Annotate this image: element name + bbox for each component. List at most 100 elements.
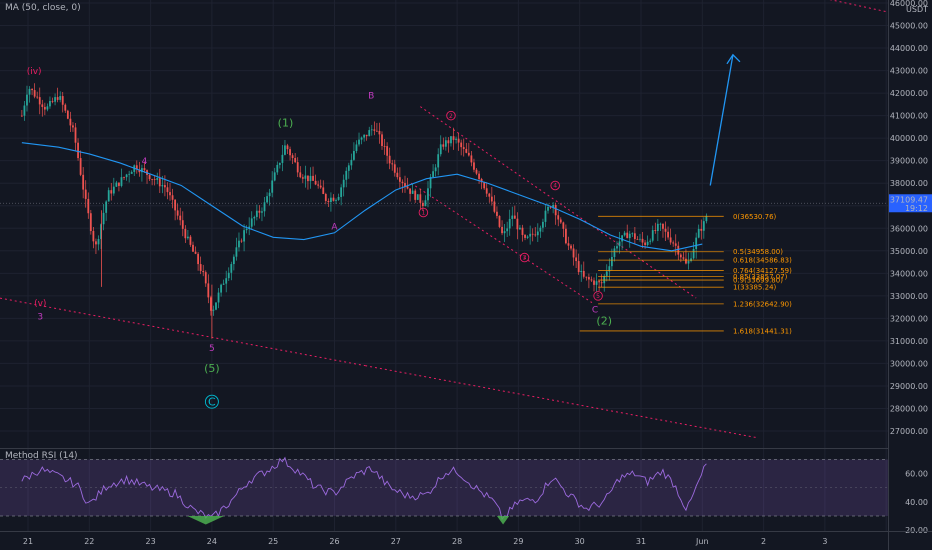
candle-body [148, 174, 151, 180]
candle-body [432, 171, 434, 178]
candle-body [391, 163, 394, 165]
candle-body [307, 175, 309, 182]
time-tick-label: 2 [761, 537, 766, 546]
candle-body [112, 186, 115, 194]
candle-body [429, 177, 432, 189]
wave-circle [418, 207, 429, 218]
candle-body [626, 232, 629, 239]
price-tick-label: 46000.00 [890, 0, 928, 8]
candle-body [105, 201, 108, 213]
grid [0, 0, 888, 531]
fib-level-label: 0.9(33699.80) [733, 277, 783, 285]
candle-body [567, 243, 570, 246]
candle-body [61, 96, 64, 105]
candle-body [641, 238, 644, 243]
fib-level-label: 1.618(31441.31) [733, 327, 792, 335]
candle-body [281, 154, 284, 163]
channel-upper-trendline [420, 106, 697, 299]
candle-body [585, 276, 588, 278]
candle-body [519, 227, 521, 230]
upper-trendline [829, 0, 889, 13]
price-axis[interactable]: 46000.00 45000.00 44000.00 43000.00 42000.00… [889, 0, 932, 535]
candle-body [575, 257, 578, 262]
time-tick-label: 26 [329, 537, 339, 546]
candle-body [697, 228, 700, 238]
candle-body [485, 188, 488, 194]
candle-body [628, 233, 631, 239]
wave-label: (1) [278, 116, 294, 129]
candle-body [273, 172, 276, 181]
candle-body [695, 237, 698, 249]
candle-body [232, 256, 235, 265]
candle-body [176, 210, 179, 216]
candle-body [197, 253, 200, 265]
candle-body [38, 97, 41, 105]
rsi-pane-background [0, 449, 888, 531]
candle-body [263, 202, 266, 212]
candle-body [398, 177, 401, 182]
time-tick-label: 29 [513, 537, 523, 546]
candle-body [373, 129, 376, 131]
fib-level-label: 1(33385.24) [733, 284, 777, 292]
ma-indicator-label[interactable]: MA (50, close, 0) [5, 3, 81, 13]
candle-body [393, 164, 396, 173]
wave-label: C [592, 306, 598, 316]
candle-body [79, 158, 82, 175]
candle-body [20, 115, 23, 117]
candle-body [179, 215, 182, 221]
candle-body [92, 230, 95, 242]
candle-body [51, 100, 54, 102]
candle-body [164, 185, 166, 188]
candle-body [202, 270, 205, 273]
candle-body [28, 88, 31, 95]
candle-body [212, 309, 215, 311]
candle-body [125, 174, 128, 178]
candle-body [151, 179, 154, 180]
price-tick-label: 33000.00 [890, 292, 928, 301]
candle-body [82, 174, 85, 190]
candle-body [442, 144, 445, 147]
fib-level-label: 0.5(34958.00) [733, 248, 783, 256]
rsi-indicator-label[interactable]: Method RSI (14) [5, 451, 78, 461]
price-tick-label: 27000.00 [890, 427, 928, 436]
candle-body [549, 206, 552, 208]
rsi-band [0, 459, 888, 516]
candle-body [184, 228, 187, 239]
candle-body [511, 215, 514, 219]
candle-body [639, 238, 641, 240]
candle-body [478, 173, 480, 179]
candle-body [595, 281, 598, 285]
fib-level-label: 0.618(34586.83) [733, 257, 792, 265]
fib-level-label: 0(36530.76) [733, 213, 777, 221]
candle-body [358, 139, 360, 145]
candle-body [503, 231, 506, 234]
candle-body [636, 238, 639, 240]
candle-body [631, 233, 634, 235]
candle-body [679, 254, 682, 258]
candle-body [613, 248, 616, 257]
candle-body [253, 216, 256, 219]
candle-body [314, 180, 317, 185]
candle-body [483, 182, 486, 189]
wave-label: 3 [37, 312, 43, 322]
candle-body [521, 227, 524, 235]
wave-label: (iv) [27, 67, 42, 77]
wave-circle [550, 180, 560, 191]
candle-body [347, 165, 350, 171]
candle-body [286, 145, 289, 150]
candle-body [56, 97, 59, 100]
candle-body [667, 231, 669, 238]
candle-body [171, 195, 174, 200]
candle-body [460, 142, 463, 148]
candle-body [529, 233, 532, 237]
candle-body [651, 230, 654, 241]
candle-body [662, 223, 664, 229]
candle-body [383, 145, 386, 147]
candle-body [450, 136, 452, 144]
candle-body [194, 251, 197, 254]
price-tick-label: 41000.00 [890, 112, 928, 121]
ma-line-group [21, 142, 703, 252]
